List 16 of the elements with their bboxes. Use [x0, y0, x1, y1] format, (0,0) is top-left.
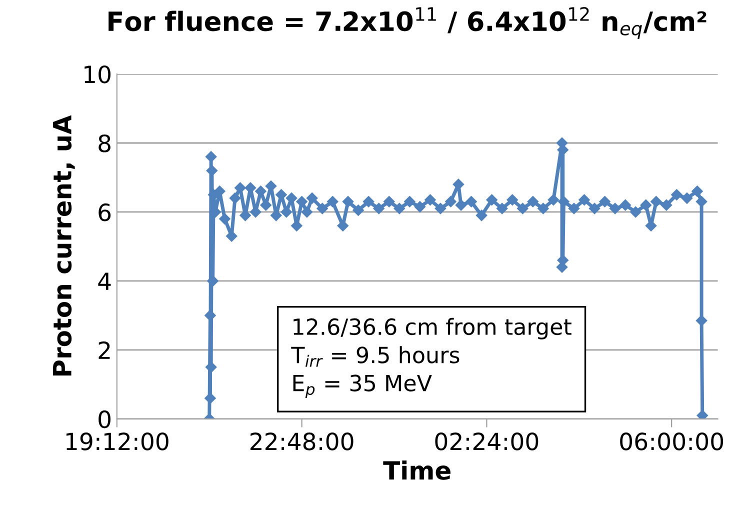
x-axis-title: Time: [383, 460, 450, 480]
x-tick-label: 19:12:00: [66, 432, 168, 450]
y-tick-label: 8: [98, 134, 110, 152]
chart-title: For fluence = 7.2x10$^{11}$ / 6.4x10$^{12}$ n$_{eq}$/cm²: [108, 7, 706, 39]
x-tick-label: 22:48:00: [250, 432, 354, 450]
annotation: 12.6/36.6 cm from target: [294, 318, 572, 340]
y-tick-label: 2: [98, 341, 110, 359]
y-tick-label: 6: [98, 203, 111, 222]
annotation: T$_{irr}$ = 9.5 hours: [291, 346, 460, 367]
annotation: E$_{p}$ = 35 MeV: [293, 374, 432, 398]
y-tick-label: 0: [98, 410, 110, 428]
x-tick-label: 02:24:00: [435, 432, 538, 450]
y-tick-label: 10: [84, 65, 110, 84]
y-tick-label: 4: [98, 272, 111, 290]
y-axis-title: Proton current, uA: [53, 115, 75, 376]
x-tick-label: 06:00:00: [620, 432, 724, 450]
